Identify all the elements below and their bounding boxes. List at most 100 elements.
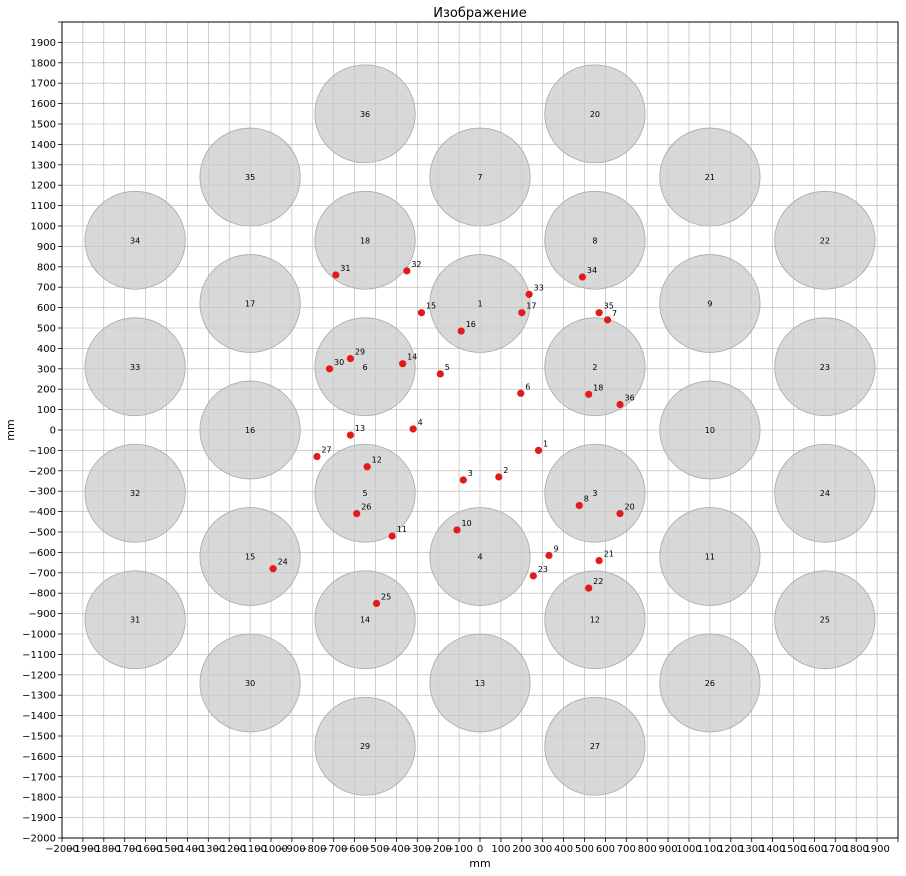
- data-point: [313, 452, 321, 461]
- x-tick-label: 1600: [802, 844, 827, 855]
- region-circle: [544, 317, 646, 417]
- region-circle: [659, 254, 761, 353]
- region-circle: [774, 190, 876, 290]
- data-point-label: 23: [538, 565, 548, 574]
- data-point: [495, 473, 503, 481]
- region-circle-label: 1: [477, 300, 482, 309]
- x-axis-ticks: −2000−1900−1800−1700−1600−1500−1400−1300…: [45, 838, 899, 855]
- data-point: [325, 365, 334, 373]
- region-circle: [544, 190, 646, 290]
- data-point-label: 2: [503, 466, 508, 475]
- y-tick-label: 0: [50, 426, 56, 437]
- x-tick-label: 1700: [823, 844, 848, 855]
- data-point-label: 18: [593, 383, 603, 392]
- region-circle-label: 9: [707, 300, 712, 309]
- region-circle-label: 25: [820, 616, 830, 625]
- data-point-label: 35: [604, 302, 614, 311]
- y-tick-label: 400: [37, 344, 56, 355]
- y-tick-label: −800: [29, 589, 56, 600]
- data-point-label: 14: [407, 353, 417, 362]
- region-circle-label: 22: [820, 236, 830, 245]
- x-axis-label: mm: [469, 857, 490, 870]
- data-point: [353, 510, 361, 518]
- region-circle-label: 7: [477, 173, 482, 182]
- data-point-label: 16: [466, 320, 476, 329]
- y-tick-label: 500: [37, 324, 56, 335]
- region-circle: [84, 317, 186, 417]
- region-circle: [659, 380, 761, 480]
- x-tick-label: 500: [575, 844, 594, 855]
- y-tick-label: 1000: [31, 222, 56, 233]
- region-circle: [774, 443, 876, 543]
- region-circle-label: 10: [705, 426, 715, 435]
- region-circle-label: 3: [592, 489, 597, 498]
- y-tick-label: −1300: [22, 691, 56, 702]
- y-tick-label: −1600: [22, 752, 56, 763]
- x-tick-label: 1500: [781, 844, 806, 855]
- y-axis-label: mm: [4, 419, 17, 440]
- region-circle: [774, 570, 876, 670]
- data-point-label: 29: [355, 348, 365, 357]
- data-point-label: 21: [604, 550, 614, 559]
- y-tick-label: −1500: [22, 732, 56, 743]
- data-point-label: 10: [462, 519, 472, 528]
- x-tick-label: 1800: [843, 844, 868, 855]
- region-circle: [429, 254, 531, 353]
- y-tick-label: 100: [37, 405, 56, 416]
- x-tick-label: 0: [477, 844, 483, 855]
- region-circle-label: 34: [130, 236, 140, 245]
- data-point-label: 22: [593, 577, 603, 586]
- region-circle-label: 23: [820, 363, 830, 372]
- y-tick-label: −600: [29, 548, 56, 559]
- data-point: [409, 425, 417, 433]
- data-point-label: 7: [612, 309, 617, 318]
- region-circle-label: 31: [130, 616, 140, 625]
- y-tick-label: −1700: [22, 772, 56, 783]
- region-circle: [199, 633, 301, 733]
- data-point-label: 6: [525, 382, 530, 391]
- y-tick-label: 700: [37, 283, 56, 294]
- x-tick-label: 1300: [739, 844, 764, 855]
- data-point: [436, 370, 444, 378]
- x-tick-label: 300: [533, 844, 552, 855]
- region-circle: [544, 64, 646, 164]
- region-circle-label: 18: [360, 236, 370, 245]
- x-tick-label: −200: [424, 844, 451, 855]
- x-tick-label: 600: [596, 844, 615, 855]
- region-circle: [314, 443, 416, 543]
- x-tick-label: −300: [404, 844, 431, 855]
- x-tick-label: −1500: [150, 844, 184, 855]
- data-point: [388, 532, 396, 540]
- x-tick-label: 1000: [676, 844, 701, 855]
- y-tick-label: −900: [29, 609, 56, 620]
- region-circle-label: 26: [705, 679, 715, 688]
- x-tick-label: −1700: [108, 844, 142, 855]
- y-tick-label: 1800: [31, 58, 56, 69]
- region-circle: [544, 696, 646, 796]
- data-point: [459, 476, 467, 484]
- data-point: [616, 400, 624, 409]
- region-circle: [199, 380, 301, 480]
- data-point: [525, 290, 533, 298]
- data-point-label: 33: [534, 283, 544, 292]
- y-tick-label: −1400: [22, 711, 56, 722]
- x-tick-label: −1200: [212, 844, 246, 855]
- y-axis-ticks: −2000−1900−1800−1700−1600−1500−1400−1300…: [22, 21, 62, 845]
- x-tick-label: −1400: [170, 844, 204, 855]
- data-point-label: 24: [278, 558, 288, 567]
- y-tick-label: 1400: [31, 140, 56, 151]
- data-point-label: 20: [625, 503, 635, 512]
- data-point: [575, 501, 583, 510]
- x-tick-label: 100: [491, 844, 510, 855]
- data-point-label: 30: [334, 358, 344, 367]
- data-point-label: 5: [445, 363, 450, 372]
- y-tick-label: 1500: [31, 120, 56, 131]
- y-tick-label: 300: [37, 364, 56, 375]
- region-circle: [199, 507, 301, 606]
- x-tick-label: −1300: [191, 844, 225, 855]
- region-circle-label: 27: [590, 742, 600, 751]
- region-circle: [544, 570, 646, 670]
- region-circle: [659, 127, 761, 227]
- y-tick-label: −1000: [22, 630, 56, 641]
